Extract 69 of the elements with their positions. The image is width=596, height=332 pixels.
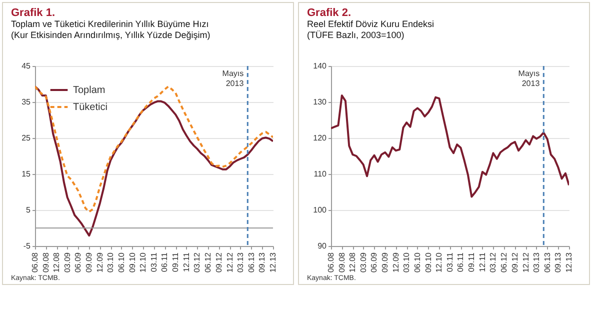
x-tick-label: 09.11 <box>467 252 476 272</box>
y-tick-label: 90 <box>318 242 328 250</box>
x-tick-label: 03.11 <box>149 252 158 272</box>
x-tick-label: 12.08 <box>348 252 358 273</box>
x-tick-label: 09.10 <box>128 252 137 273</box>
x-tick-label: 03.10 <box>106 252 116 273</box>
x-tick-label: 09.09 <box>380 252 390 273</box>
x-tick-label: 12.10 <box>138 252 148 273</box>
y-tick-label: 45 <box>22 62 32 70</box>
x-tick-label: 09.08 <box>337 252 346 273</box>
x-tick-label: 06.10 <box>412 252 422 273</box>
x-tick-label: 03.11 <box>445 252 454 272</box>
x-tick-label: 09.13 <box>258 252 267 273</box>
x-tick-label: 12.12 <box>521 252 530 273</box>
x-tick-label: 06.08 <box>326 252 336 273</box>
x-tick-label: 03.12 <box>192 252 202 273</box>
chart-subtitle: Reel Efektif Döviz Kuru Endeksi (TÜFE Bazlı, 2003=100) <box>307 19 434 40</box>
y-tick-label: 100 <box>313 206 328 214</box>
y-tick-label: 120 <box>313 134 328 142</box>
x-tick-label: 09.12 <box>510 252 520 273</box>
x-tick-label: 03.09 <box>62 252 72 273</box>
x-tick-label: 06.10 <box>116 252 126 273</box>
x-tick-label: 12.13 <box>268 252 278 273</box>
chart-title: Grafik 2. <box>307 7 352 19</box>
x-tick-label: 12.11 <box>182 252 191 272</box>
y-tick-label: -5 <box>23 242 32 250</box>
x-tick-label: 06.09 <box>74 252 83 273</box>
legend-label: Tüketici <box>73 102 108 113</box>
x-tick-label: 12.09 <box>391 252 400 273</box>
x-tick-label: 09.09 <box>84 252 94 273</box>
x-tick-label: 12.08 <box>52 252 62 273</box>
x-tick-label: 03.09 <box>358 252 368 273</box>
ref-line-label: Mayıs 2013 <box>518 69 540 88</box>
x-tick-label: 06.13 <box>542 252 552 273</box>
x-tick-label: 03.13 <box>532 252 541 273</box>
line-series <box>35 86 273 213</box>
x-tick-label: 09.08 <box>41 252 50 273</box>
legend-label: Toplam <box>73 85 106 96</box>
x-tick-label: 06.12 <box>500 252 509 273</box>
x-tick-label: 06.11 <box>160 252 170 272</box>
x-tick-label: 12.09 <box>95 252 104 273</box>
x-tick-label: 09.10 <box>424 252 433 273</box>
x-tick-label: 12.13 <box>564 252 574 273</box>
x-tick-label: 09.13 <box>554 252 563 273</box>
x-tick-label: 06.13 <box>246 252 256 273</box>
x-tick-label: 12.11 <box>478 252 487 272</box>
x-tick-label: 06.11 <box>456 252 466 272</box>
y-tick-label: 25 <box>22 134 32 142</box>
x-tick-label: 09.11 <box>171 252 180 272</box>
line-series <box>331 94 569 198</box>
x-tick-label: 03.12 <box>488 252 498 273</box>
ref-line-label: Mayıs 2013 <box>222 69 244 88</box>
x-tick-label: 12.10 <box>434 252 444 273</box>
x-tick-label: 03.10 <box>402 252 412 273</box>
y-tick-label: 130 <box>313 98 328 106</box>
y-tick-label: 35 <box>22 98 32 106</box>
y-tick-label: 140 <box>313 62 328 70</box>
chart-subtitle: Toplam ve Tüketici Kredilerinin Yıllık Büyüme Hızı (Kur Etkisinden Arındırılmış, Yıllık Yüzde Değişim) <box>11 19 210 40</box>
x-tick-label: 09.12 <box>214 252 224 273</box>
x-tick-label: 03.13 <box>236 252 245 273</box>
chart-title: Grafik 1. <box>11 7 56 19</box>
y-tick-label: 15 <box>22 170 32 178</box>
x-tick-label: 06.09 <box>370 252 379 273</box>
x-tick-label: 06.12 <box>204 252 213 273</box>
x-tick-label: 12.12 <box>225 252 234 273</box>
y-tick-label: 5 <box>26 206 32 214</box>
y-tick-label: 110 <box>314 170 328 178</box>
line-series <box>35 86 273 237</box>
x-tick-label: 06.08 <box>30 252 40 273</box>
